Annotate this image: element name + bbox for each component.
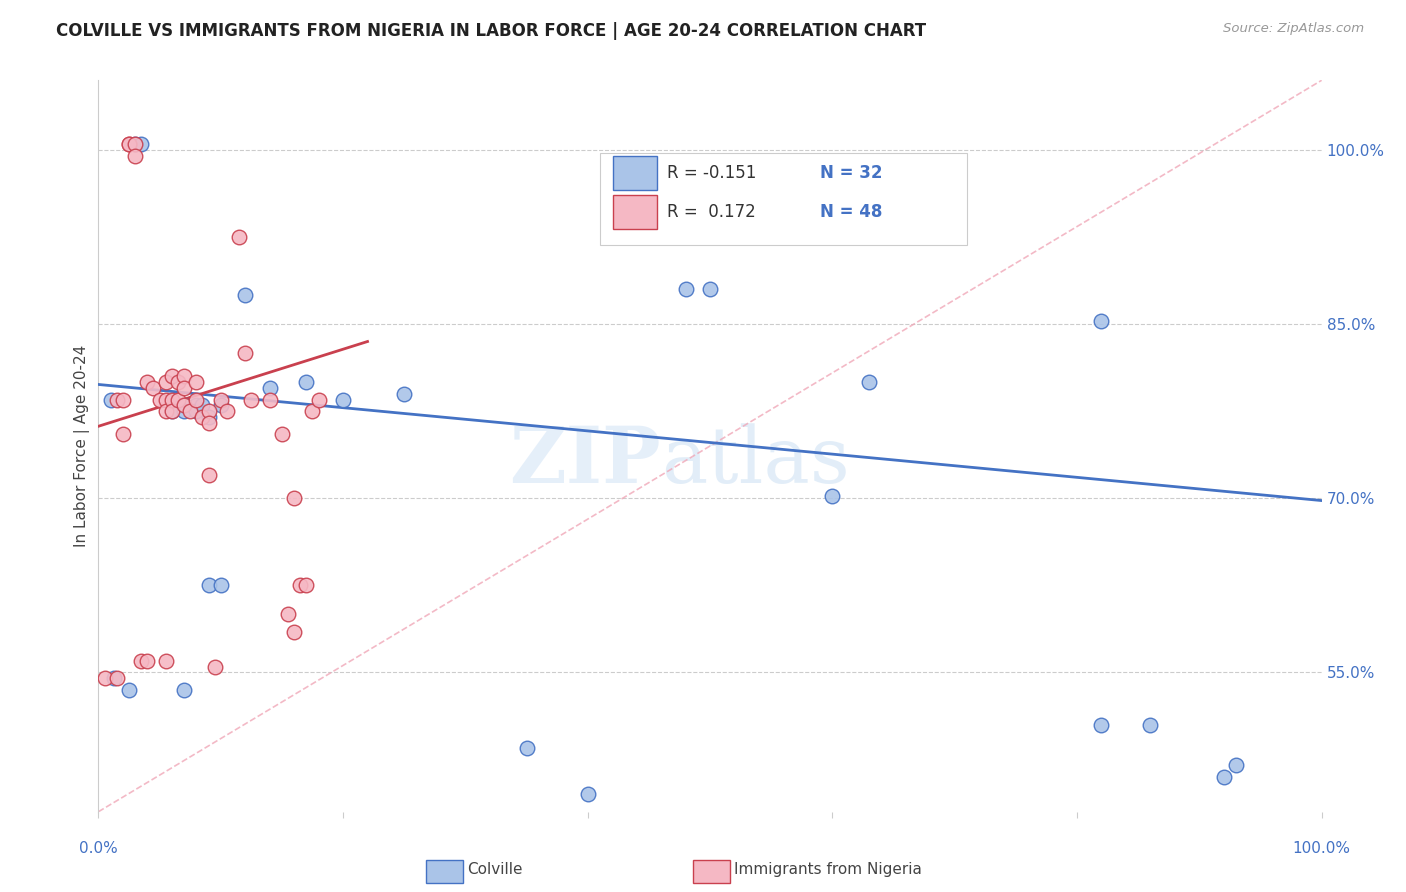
Point (277, 607, 299, 622)
Point (160, 404, 183, 418)
Point (173, 369, 195, 384)
Point (173, 398, 195, 412)
Point (259, 381, 281, 395)
Point (124, 137, 146, 152)
Point (111, 427, 134, 442)
Point (699, 282, 721, 296)
Point (136, 654, 159, 668)
Point (179, 404, 201, 418)
Point (283, 491, 305, 506)
Point (1139, 717, 1161, 731)
Text: N = 32: N = 32 (820, 164, 883, 182)
Point (155, 404, 177, 418)
Point (160, 404, 183, 418)
Point (197, 409, 219, 424)
Point (118, 137, 141, 152)
Point (576, 787, 599, 801)
Point (173, 682, 195, 697)
Point (270, 427, 294, 442)
Point (233, 346, 256, 360)
Point (160, 392, 183, 407)
Point (155, 375, 177, 389)
FancyBboxPatch shape (613, 195, 658, 228)
Text: atlas: atlas (661, 423, 849, 499)
Point (197, 416, 219, 430)
Point (173, 398, 195, 412)
Point (204, 659, 226, 673)
Text: Immigrants from Nigeria: Immigrants from Nigeria (734, 863, 922, 877)
Point (197, 468, 219, 483)
Point (124, 137, 146, 152)
Point (675, 282, 697, 296)
Point (197, 578, 219, 592)
Text: N = 48: N = 48 (820, 203, 883, 221)
Point (233, 288, 256, 302)
Point (290, 578, 312, 592)
Point (186, 404, 208, 418)
Point (191, 398, 214, 412)
Point (228, 230, 250, 244)
Point (283, 624, 305, 639)
Text: 100.0%: 100.0% (1292, 841, 1351, 855)
Y-axis label: In Labor Force | Age 20-24: In Labor Force | Age 20-24 (75, 345, 90, 547)
Text: 0.0%: 0.0% (79, 841, 118, 855)
Text: Colville: Colville (467, 863, 522, 877)
Text: R =  0.172: R = 0.172 (668, 203, 756, 221)
FancyBboxPatch shape (613, 156, 658, 190)
Point (191, 409, 214, 424)
Point (129, 137, 152, 152)
Point (215, 404, 238, 418)
Point (209, 398, 232, 412)
Point (515, 740, 537, 755)
Text: R = -0.151: R = -0.151 (668, 164, 756, 182)
Point (173, 381, 195, 395)
Point (332, 392, 354, 407)
Point (186, 375, 208, 389)
Text: Source: ZipAtlas.com: Source: ZipAtlas.com (1223, 22, 1364, 36)
Point (118, 682, 141, 697)
FancyBboxPatch shape (600, 153, 967, 245)
Point (1212, 770, 1234, 784)
Point (111, 392, 134, 407)
Point (301, 404, 323, 418)
Point (160, 369, 183, 384)
Point (149, 392, 172, 407)
Point (308, 392, 330, 407)
Point (295, 375, 318, 389)
Point (136, 375, 159, 389)
Point (186, 392, 208, 407)
Point (118, 137, 141, 152)
Point (155, 392, 177, 407)
Point (821, 489, 844, 503)
Point (142, 381, 165, 395)
Point (100, 392, 122, 407)
Point (1090, 313, 1112, 327)
Point (103, 671, 125, 685)
Point (186, 398, 208, 412)
Point (105, 671, 128, 685)
Point (155, 654, 177, 668)
Text: COLVILLE VS IMMIGRANTS FROM NIGERIA IN LABOR FORCE | AGE 20-24 CORRELATION CHART: COLVILLE VS IMMIGRANTS FROM NIGERIA IN L… (56, 22, 927, 40)
Point (105, 392, 128, 407)
Point (197, 404, 219, 418)
Point (167, 375, 190, 389)
Point (259, 392, 281, 407)
Point (392, 386, 416, 401)
Point (124, 149, 146, 163)
Point (295, 578, 318, 592)
Point (93, 671, 115, 685)
Point (129, 654, 152, 668)
Point (209, 392, 232, 407)
Point (858, 375, 880, 389)
Point (1225, 758, 1247, 772)
Point (240, 392, 263, 407)
Text: ZIP: ZIP (509, 423, 661, 499)
Point (1090, 717, 1112, 731)
Point (167, 392, 190, 407)
Point (173, 404, 195, 418)
Point (209, 578, 232, 592)
